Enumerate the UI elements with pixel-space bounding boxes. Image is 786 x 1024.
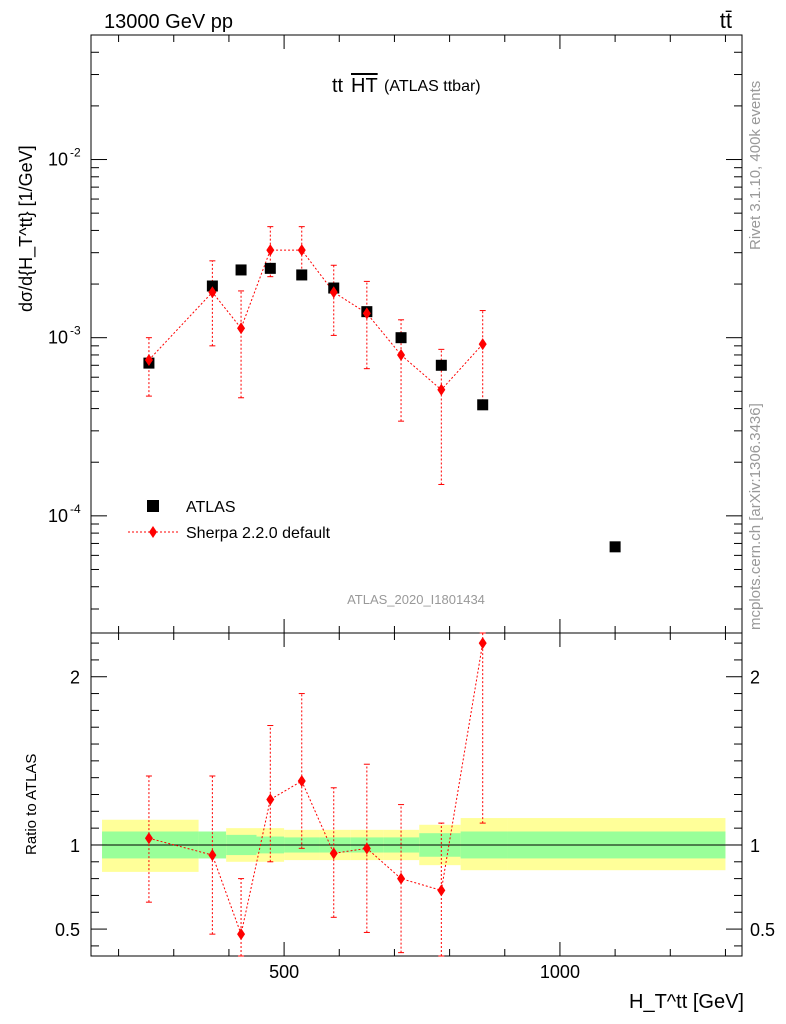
legend-marker-mc [149,526,157,538]
ratio-mc-line [148,643,484,936]
x-tick-label: 500 [269,962,299,982]
legend: ATLAS Sherpa 2.2.0 default [128,499,331,542]
mc-line [148,249,484,391]
y-tick-label-right: 0.5 [750,920,775,940]
ratio-y-label: Ratio to ATLAS [23,754,40,855]
y-tick-label-right: 1 [750,836,760,856]
plot-title-sub: (ATLAS ttbar) [384,78,481,95]
data-point [235,264,247,276]
main-plot: 10-410-310-2 [48,34,743,634]
y-tick-exponent: -2 [70,146,81,160]
header-right: tt̄ [720,8,732,33]
legend-label-atlas: ATLAS [186,499,236,516]
data-point [395,332,407,344]
analysis-watermark: ATLAS_2020_I1801434 [347,592,485,607]
side-text-top: Rivet 3.1.10, 400k events [747,81,764,250]
ratio-mc-point [266,793,275,806]
y-tick-exponent: -4 [70,502,81,516]
mc-point [329,286,338,299]
data-point [477,399,489,411]
ratio-mc-point [437,884,446,897]
mc-point [397,348,406,361]
data-point [296,269,308,281]
plot-title-over: HT [351,75,378,97]
ratio-mc-point [478,637,487,650]
main-y-label: dσ/d{H_T^tt} [1/GeV] [16,145,37,312]
data-point [264,262,276,274]
ratio-mc-point [297,775,306,788]
y-tick-label: 0.5 [55,920,80,940]
ratio-mc-point [208,849,217,862]
main-frame [90,34,743,634]
data-point [609,541,621,553]
plot-title-main: tt [332,75,344,97]
ratio-mc-point [237,928,246,941]
legend-label-mc: Sherpa 2.2.0 default [186,525,331,542]
data-point [435,359,447,371]
data-point [206,280,218,292]
x-axis-label: H_T^tt [GeV] [629,991,744,1013]
ratio-mc-point [329,847,338,860]
mc-point [297,244,306,257]
ratio-frame [90,632,743,957]
ratio-mc-point [144,832,153,845]
y-tick-label: 10 [48,506,68,526]
y-tick-exponent: -3 [70,324,81,338]
mc-point [362,307,371,320]
mc-point [208,286,217,299]
side-text-bottom: mcplots.cern.ch [arXiv:1306.3436] [747,403,764,630]
x-tick-label: 1000 [540,962,580,982]
ratio-mc-point [362,842,371,855]
y-tick-label-right: 2 [750,668,760,688]
mc-point [266,244,275,257]
y-tick-label: 10 [48,150,68,170]
header-left: 13000 GeV pp [104,11,233,33]
mc-point [237,322,246,335]
y-tick-label: 10 [48,328,68,348]
ratio-mc-point [397,872,406,885]
legend-marker-atlas [147,500,159,512]
mc-point [144,353,153,366]
mc-point [478,338,487,351]
y-tick-label: 2 [70,668,80,688]
ratio-plot: 500 1000 0.5 0.5 1 1 2 2 [55,632,775,982]
y-tick-label: 1 [70,836,80,856]
mc-point [437,383,446,396]
